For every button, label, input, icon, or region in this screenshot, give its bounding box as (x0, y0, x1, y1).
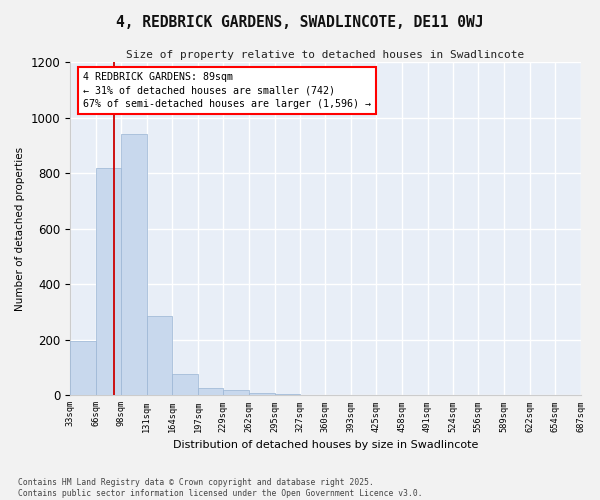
Bar (275, 394, 299, 396)
Bar (70, 340, 96, 396)
Bar (299, 395, 325, 396)
Text: 4 REDBRICK GARDENS: 89sqm
← 31% of detached houses are smaller (742)
67% of semi: 4 REDBRICK GARDENS: 89sqm ← 31% of detac… (83, 72, 371, 108)
Bar (121, 134, 146, 396)
Y-axis label: Number of detached properties: Number of detached properties (15, 146, 25, 311)
Bar (146, 316, 172, 396)
Text: 4, REDBRICK GARDENS, SWADLINCOTE, DE11 0WJ: 4, REDBRICK GARDENS, SWADLINCOTE, DE11 0… (116, 15, 484, 30)
Bar (223, 390, 249, 396)
Bar (198, 388, 223, 396)
Text: Contains HM Land Registry data © Crown copyright and database right 2025.
Contai: Contains HM Land Registry data © Crown c… (18, 478, 422, 498)
Title: Size of property relative to detached houses in Swadlincote: Size of property relative to detached ho… (126, 50, 524, 60)
Bar (96, 168, 121, 396)
Bar (249, 392, 275, 396)
X-axis label: Distribution of detached houses by size in Swadlincote: Distribution of detached houses by size … (173, 440, 478, 450)
Bar (172, 374, 198, 396)
